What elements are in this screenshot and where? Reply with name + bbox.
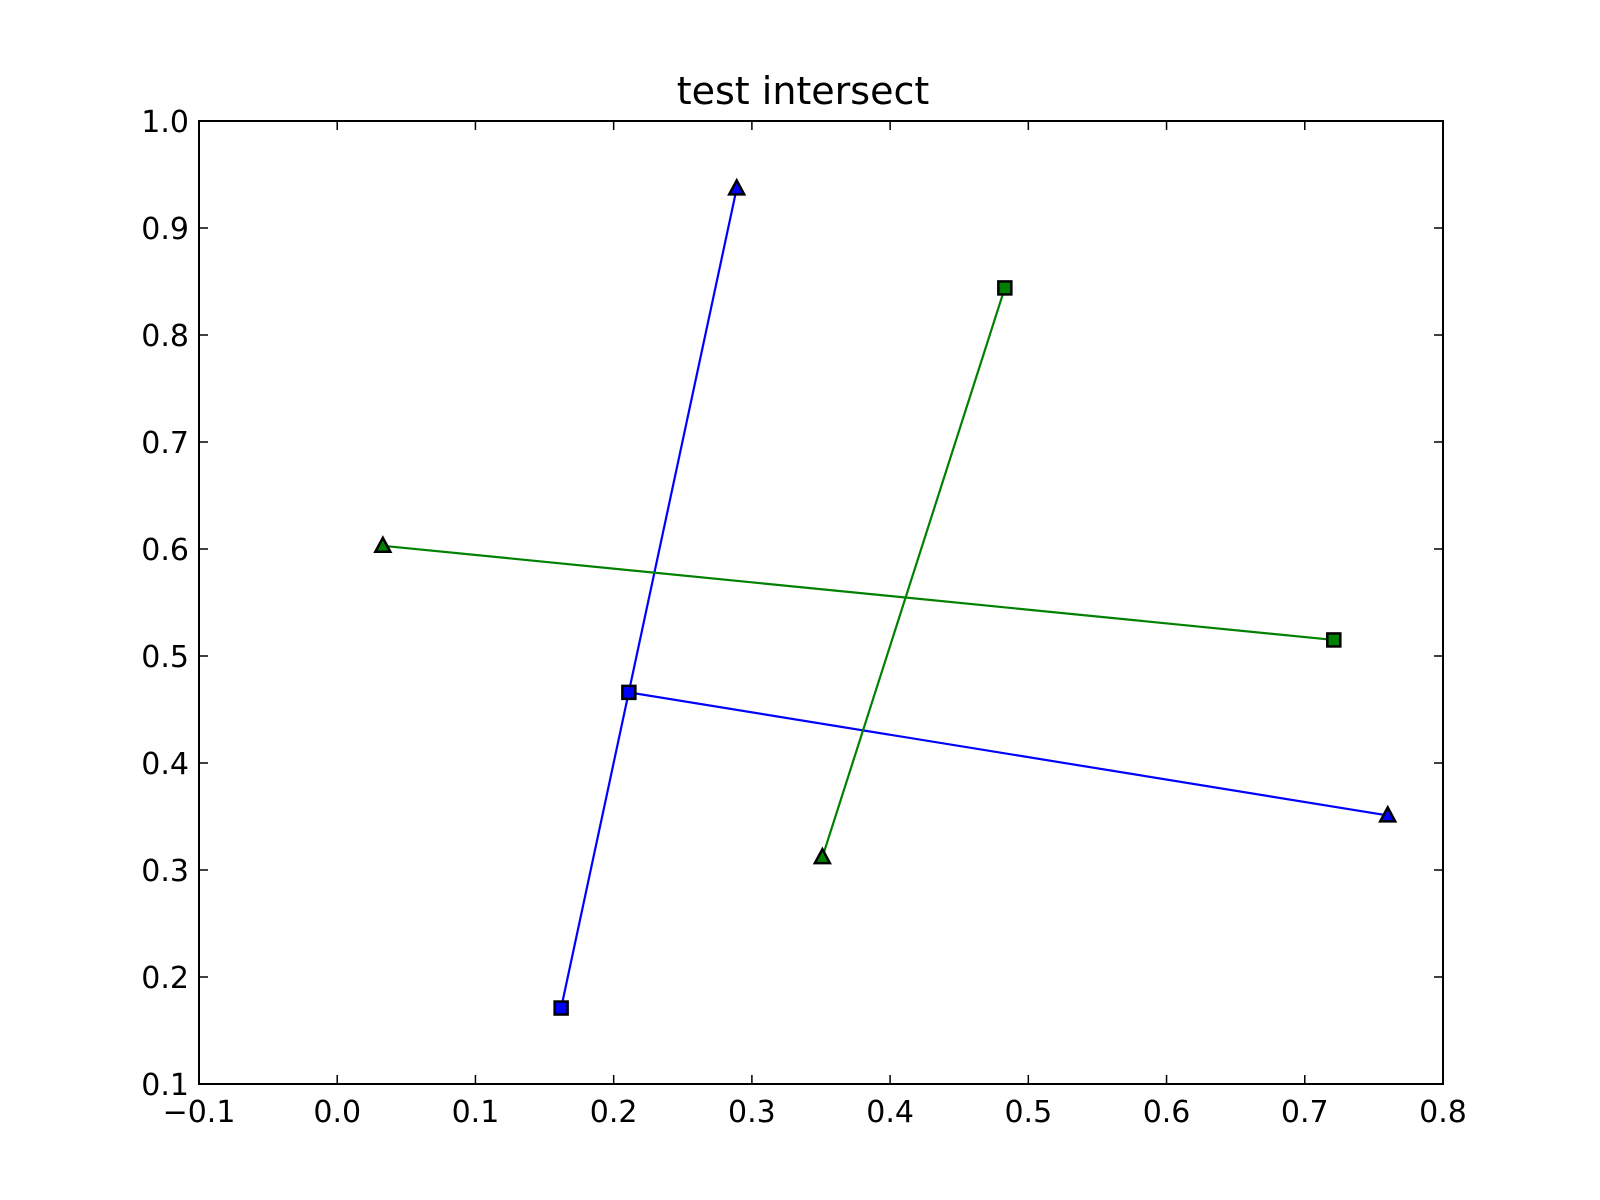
x-tick-label: 0.0 xyxy=(313,1095,361,1130)
y-tick-label: 0.6 xyxy=(141,533,189,568)
y-tick-label: 0.7 xyxy=(141,426,189,461)
square-marker xyxy=(553,1000,569,1016)
y-tick-label: 0.5 xyxy=(141,640,189,675)
series-layer xyxy=(373,177,1398,1016)
y-tick-label: 0.4 xyxy=(141,747,189,782)
x-tick-label: 0.4 xyxy=(866,1095,914,1130)
plot-frame xyxy=(198,120,1444,1085)
y-tick-label: 0.1 xyxy=(141,1068,189,1103)
x-tick-label: 0.1 xyxy=(452,1095,500,1130)
triangle-marker xyxy=(373,535,393,554)
chart-title: test intersect xyxy=(677,69,930,113)
y-tick-label: 1.0 xyxy=(141,105,189,140)
triangle-marker xyxy=(1378,804,1398,823)
square-marker xyxy=(997,280,1013,296)
x-tick-label: 0.6 xyxy=(1143,1095,1191,1130)
x-tick-label: 0.7 xyxy=(1281,1095,1329,1130)
y-tick-label: 0.9 xyxy=(141,212,189,247)
series-line xyxy=(628,691,1388,817)
series-line xyxy=(382,544,1334,642)
triangle-marker xyxy=(812,846,832,865)
x-tick-label: 0.2 xyxy=(590,1095,638,1130)
tick-layer: −0.1 0.0 0.1 0.2 0.3 0.4 0.5 0.6 0.7 0.8 0.1 0.2 0.3… xyxy=(141,105,1467,1130)
x-tick-label: 0.5 xyxy=(1004,1095,1052,1130)
series-line xyxy=(560,188,738,1009)
square-marker xyxy=(1326,632,1342,648)
y-tick-label: 0.3 xyxy=(141,854,189,889)
x-tick-label: 0.8 xyxy=(1419,1095,1467,1130)
square-marker xyxy=(621,684,637,701)
y-tick-label: 0.2 xyxy=(141,961,189,996)
series-line xyxy=(821,287,1006,858)
y-tick-label: 0.8 xyxy=(141,319,189,354)
triangle-marker xyxy=(727,177,747,196)
x-tick-label: 0.3 xyxy=(728,1095,776,1130)
x-tick-label: −0.1 xyxy=(163,1095,236,1130)
